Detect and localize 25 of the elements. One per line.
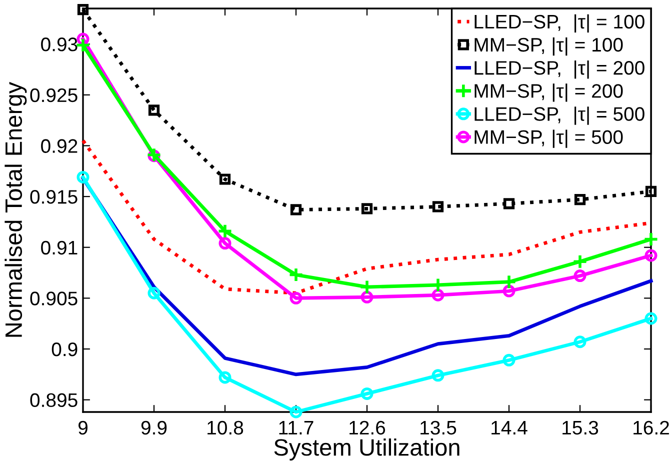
x-tick-label: 10.8 <box>208 420 244 435</box>
x-tick-label: 16.2 <box>634 420 669 435</box>
x-tick-label: 15.3 <box>562 420 598 435</box>
legend-label: LLED−SP, |τ| = 200 <box>474 60 644 79</box>
y-tick-label: 0.905 <box>30 292 78 306</box>
x-axis-title: System Utilization <box>274 438 460 460</box>
legend-label: LLED−SP, |τ| = 100 <box>474 14 644 33</box>
legend-label: LLED−SP, |τ| = 500 <box>474 106 644 125</box>
y-tick-label: 0.915 <box>30 190 78 204</box>
x-tick-label: 11.7 <box>279 421 314 434</box>
y-tick-label: 0.895 <box>30 393 78 408</box>
y-tick-label: 0.925 <box>30 88 78 102</box>
legend-label: MM−SP, |τ| = 200 <box>474 84 623 102</box>
legend-label: MM−SP, |τ| = 100 <box>474 37 623 56</box>
y-axis-title: Normalised Total Energy <box>4 82 27 337</box>
x-tick-label: 13.5 <box>420 420 456 435</box>
x-tick-label: 14.4 <box>492 421 528 434</box>
y-tick-label: 0.92 <box>41 139 78 153</box>
legend-label: MM−SP, |τ| = 500 <box>474 130 623 148</box>
x-tick-label: 9.9 <box>141 420 167 435</box>
y-tick-label: 0.9 <box>52 342 78 356</box>
x-tick-label: 12.6 <box>350 420 386 435</box>
y-tick-label: 0.93 <box>41 38 78 52</box>
x-tick-label: 9 <box>78 420 88 435</box>
y-tick-label: 0.91 <box>41 240 78 255</box>
